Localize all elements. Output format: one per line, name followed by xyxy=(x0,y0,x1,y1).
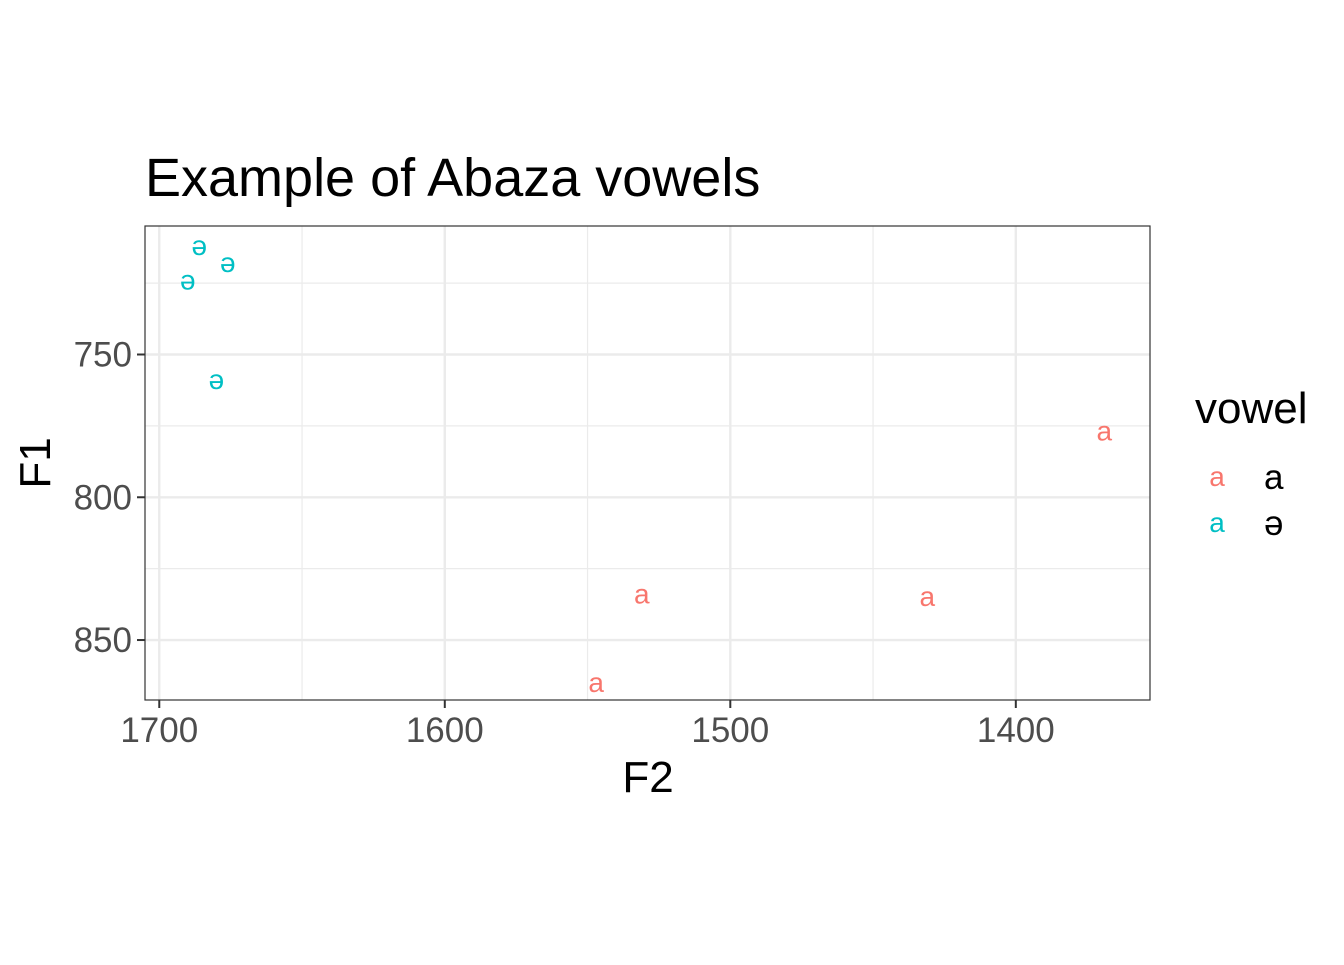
y-axis-title: F1 xyxy=(11,437,60,488)
x-tick-label: 1600 xyxy=(406,711,484,750)
legend-key: a xyxy=(1209,461,1225,492)
legend-title: vowel xyxy=(1195,384,1308,433)
legend-label: a xyxy=(1264,458,1284,497)
data-point: a xyxy=(588,667,604,698)
data-point: a xyxy=(1097,416,1113,447)
legend: vowel a aa ə xyxy=(1195,384,1308,543)
x-tick-label: 1700 xyxy=(120,711,198,750)
data-point: a xyxy=(634,578,650,609)
x-tick-label: 1500 xyxy=(691,711,769,750)
y-tick-label: 750 xyxy=(74,335,132,374)
data-point: ə xyxy=(180,264,196,295)
x-axis-title: F2 xyxy=(622,753,673,802)
legend-label: ə xyxy=(1264,504,1283,543)
chart-title: Example of Abaza vowels xyxy=(145,148,760,208)
legend-key: a xyxy=(1209,507,1225,538)
y-tick-label: 800 xyxy=(74,478,132,517)
panel-border xyxy=(144,225,1151,701)
data-point: ə xyxy=(209,364,225,395)
x-tick-label: 1400 xyxy=(977,711,1055,750)
data-point: ə xyxy=(191,230,207,261)
data-point: ə xyxy=(220,247,236,278)
data-point: a xyxy=(920,581,936,612)
y-tick-label: 850 xyxy=(74,621,132,660)
